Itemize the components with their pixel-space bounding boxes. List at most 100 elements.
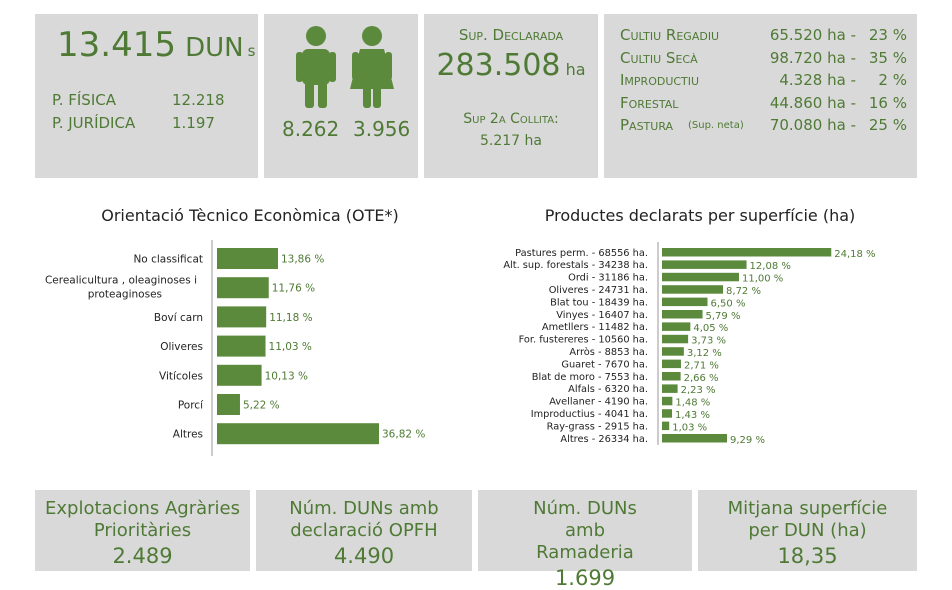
land-use-ha: 44.860 [769, 93, 823, 112]
ote-data-label: 11,76 % [272, 283, 315, 295]
land-use-label: Forestal [620, 93, 679, 112]
products-bar [662, 285, 724, 294]
products-chart: Pastures perm. - 68556 ha. 24,18 % Alt. su… [503, 242, 876, 446]
land-use-ha: 98.720 [769, 48, 823, 67]
ote-bar [217, 306, 267, 328]
land-use-ha: 70.080 [769, 116, 823, 134]
products-data-label: 8,72 % [726, 286, 761, 297]
products-category-label: Oliveres - 24731 ha. [549, 285, 648, 296]
ote-category-label: Cerealicultura , oleaginoses i proteagino… [45, 275, 197, 301]
bottom-label-opfh: Núm. DUNs amb declaració OPFH [289, 498, 439, 541]
products-category-label: Ordi - 31186 ha. [568, 273, 648, 284]
ote-category-label: Oliveres [160, 341, 203, 353]
land-use-row: Cultiu Regadiu 65.520 ha - 23 % [604, 26, 917, 48]
products-category-label: Pastures perm. - 68556 ha. [515, 248, 648, 259]
products-bar [662, 384, 678, 393]
juridica-label: P. JURÍDICA [52, 114, 136, 132]
ote-bar [217, 394, 240, 415]
bottom-box-average: Mitjana superfície per DUN (ha) 18,35 [698, 490, 917, 571]
land-use-label: Improductiu [620, 71, 700, 89]
ote-data-label: 11,18 % [269, 312, 312, 324]
land-use-unit: ha - [827, 93, 856, 112]
products-category-label: Altres - 26334 ha. [560, 434, 648, 445]
products-bar [662, 372, 681, 381]
land-use-pct: 23 % [868, 26, 907, 44]
products-category-label: Alfals - 6320 ha. [568, 384, 648, 395]
products-category-label: Blat tou - 18439 ha. [550, 297, 648, 308]
land-use-pct: 2 % [878, 71, 907, 89]
bottom-label-priority: Explotacions Agràries Prioritàries [45, 498, 240, 541]
products-data-label: 6,50 % [711, 298, 746, 309]
declared-surface-value: 283.508 [436, 48, 561, 83]
ote-data-label: 36,82 % [382, 429, 425, 441]
declared-surface-unit: ha [565, 60, 586, 79]
land-use-panel: Cultiu Regadiu 65.520 ha - 23 % Cultiu Secà… [604, 14, 917, 178]
ote-category-label: Boví carn [154, 312, 203, 324]
declared-surface-label: Sup. Declarada [458, 26, 564, 44]
ote-data-label: 5,22 % [243, 400, 280, 412]
gender-icons [296, 26, 394, 108]
duns-total: 13.415 DUN s [57, 28, 255, 63]
duns-unit: DUN [185, 33, 244, 63]
ote-category-label: Altres [173, 429, 203, 441]
land-use-value: 4.328 ha - [779, 71, 856, 89]
bottom-value-opfh: 4.490 [333, 544, 395, 568]
products-category-label: For. fustereres - 10560 ha. [519, 335, 648, 346]
fisica-value: 12.218 [172, 91, 225, 109]
products-bar [662, 272, 739, 282]
products-chart-title: Productes declarats per superfície (ha) [544, 206, 856, 225]
products-category-label: Improductius - 4041 ha. [531, 409, 648, 420]
ote-category-label: Vitícoles [159, 370, 203, 382]
bottom-box-priority: Explotacions Agràries Prioritàries 2.489 [35, 490, 250, 571]
surface-panel: Sup. Declarada 283.508 ha Sup 2a Collita… [424, 14, 598, 178]
products-data-label: 1,48 % [675, 398, 710, 409]
land-use-unit: ha - [827, 48, 856, 67]
land-use-unit: ha - [827, 116, 856, 134]
ote-data-label: 13,86 % [281, 254, 324, 266]
products-category-label: Arròs - 8853 ha. [569, 346, 648, 358]
ote-category-label: Porcí [178, 400, 204, 412]
duns-value: 13.415 [57, 25, 176, 65]
products-category-label: Blat de moro - 7553 ha. [532, 372, 648, 383]
second-harvest-unit: ha [524, 133, 542, 149]
bottom-label-average: Mitjana superfície per DUN (ha) [727, 498, 888, 541]
land-use-row: Forestal 44.860 ha - 16 % [604, 94, 917, 116]
fisica-label: P. FÍSICA [52, 91, 116, 109]
second-harvest-label: Sup 2a Collita: [463, 111, 559, 127]
products-data-label: 3,12 % [687, 348, 722, 359]
products-data-label: 5,79 % [706, 311, 741, 322]
ote-bar [217, 248, 278, 269]
products-bar [662, 347, 684, 356]
ote-bar [217, 277, 269, 299]
second-harvest: 5.217 ha [424, 133, 598, 149]
products-category-label: Ametllers - 11482 ha. [542, 322, 648, 333]
ote-data-label: 11,03 % [269, 341, 312, 353]
products-data-label: 12,08 % [750, 261, 791, 272]
land-use-value: 65.520 ha - [770, 26, 856, 44]
bottom-value-priority: 2.489 [112, 544, 173, 568]
bottom-box-opfh: Núm. DUNs amb declaració OPFH 4.490 [256, 490, 472, 571]
products-bar [662, 434, 728, 443]
products-bar [662, 421, 670, 431]
products-data-label: 1,43 % [675, 410, 710, 421]
products-bar [662, 334, 689, 344]
land-use-row: Improductiu 4.328 ha - 2 % [604, 71, 917, 93]
ote-chart-title: Orientació Tècnico Econòmica (OTE*) [101, 206, 399, 225]
male-count: 8.262 [282, 117, 340, 141]
land-use-value: 98.720 ha - [770, 49, 856, 67]
products-category-label: Guaret - 7670 ha. [561, 359, 648, 370]
ote-bar [217, 364, 262, 386]
land-use-pct: 16 % [868, 93, 907, 112]
land-use-ha: 4.328 [779, 71, 823, 89]
land-use-value: 44.860 ha - [770, 94, 856, 112]
products-data-label: 24,18 % [834, 249, 875, 260]
land-use-label: Cultiu Secà [620, 48, 698, 67]
products-data-label: 9,29 % [730, 435, 765, 446]
ote-category-label: No classificat [133, 254, 203, 266]
products-bar [662, 359, 681, 369]
products-data-label: 11,00 % [742, 274, 783, 285]
ote-chart: No classificat 13,86 % Cerealicultura , ol… [45, 240, 425, 456]
products-data-label: 2,71 % [684, 360, 719, 371]
products-bar [662, 297, 708, 307]
juridica-value: 1.197 [172, 114, 215, 132]
